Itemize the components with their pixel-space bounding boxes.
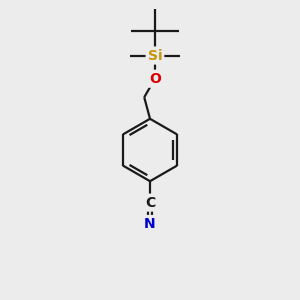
Text: C: C <box>145 196 155 210</box>
Text: N: N <box>144 217 156 231</box>
Text: O: O <box>149 72 161 86</box>
Text: Si: Si <box>148 49 162 62</box>
